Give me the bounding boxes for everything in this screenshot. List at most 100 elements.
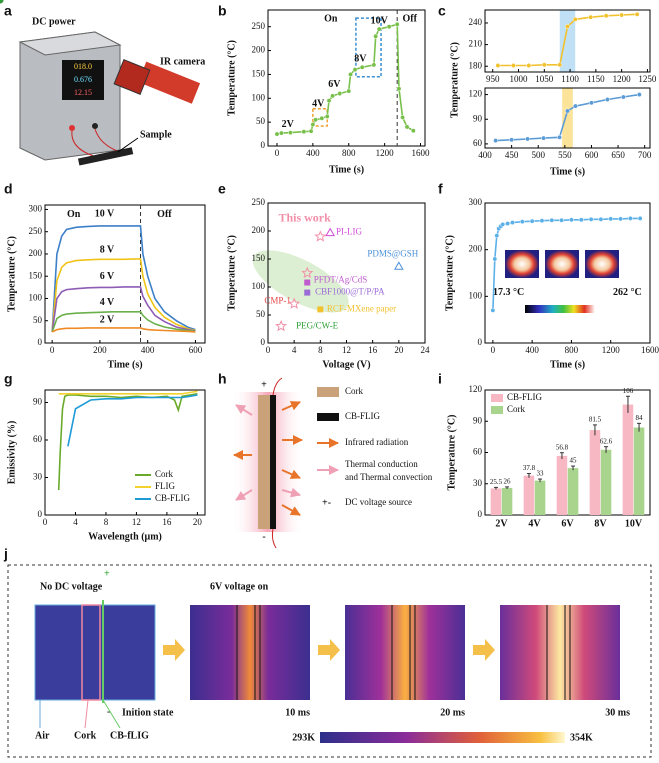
data-point — [288, 297, 301, 309]
bar — [567, 468, 579, 515]
ir-camera-lens — [113, 59, 151, 95]
zoom-box — [355, 17, 382, 78]
series-label: 6 V — [100, 271, 115, 282]
data-point — [410, 128, 416, 134]
x-tick-label: 1200 — [613, 74, 632, 84]
data-point — [0, 0, 4, 4]
x-axis-label: Time (s) — [550, 166, 585, 177]
annotation: Off — [157, 209, 172, 220]
y-tick-label: 60 — [473, 447, 483, 457]
x-tick-label: 1600 — [641, 345, 659, 355]
legend-swatch — [317, 387, 339, 397]
x-axis-label: Wavelength (μm) — [88, 531, 162, 542]
data-point — [588, 216, 594, 222]
data-point — [308, 128, 314, 134]
series-label: 4 V — [100, 297, 115, 308]
y-axis-label: Emissivity (%) — [6, 421, 17, 485]
thermal-image — [505, 250, 539, 278]
data-point — [274, 131, 280, 137]
legend-text: FLIG — [155, 481, 176, 491]
y-tick-label: 210 — [469, 39, 483, 49]
data-point — [394, 21, 400, 27]
data-point — [603, 13, 609, 19]
data-point — [494, 233, 500, 239]
thermal-image — [585, 250, 619, 278]
x-tick-label: 6V — [561, 518, 574, 529]
label: DC power — [32, 16, 76, 27]
data-point — [386, 24, 392, 30]
data-point — [589, 100, 594, 106]
data-point — [565, 24, 570, 30]
cork-outline — [81, 604, 101, 701]
conduction-arrows — [235, 404, 301, 501]
power-supply-top — [18, 31, 122, 56]
data-point — [557, 134, 562, 140]
value-label: 81.5 — [589, 416, 602, 424]
x-tick-label: 1100 — [561, 74, 579, 84]
data-line — [57, 393, 198, 491]
x-tick-label: 0 — [491, 345, 496, 355]
data-point — [371, 62, 377, 68]
panel-label: j — [3, 546, 8, 562]
y-tick-label: 0 — [38, 337, 43, 347]
value-label: 106 — [623, 387, 634, 395]
point-label: CBF1000@T/P/PA — [315, 287, 385, 297]
x-tick-label: 500 — [531, 150, 545, 160]
data-line — [51, 225, 196, 332]
minus: - — [107, 706, 110, 717]
y-tick-label: 200 — [252, 225, 266, 235]
data-line — [276, 23, 414, 135]
x-tick-label: 24 — [421, 345, 431, 355]
y-tick-label: 60 — [473, 138, 483, 148]
pointer — [84, 699, 89, 729]
panel-label: a — [4, 3, 12, 19]
data-point — [578, 217, 584, 223]
point-label: PI-LIG — [336, 227, 362, 237]
x-tick-label: 600 — [585, 150, 599, 160]
x-tick-label: 1200 — [376, 148, 395, 158]
x-tick-label: 1600 — [412, 148, 431, 158]
x-tick-label: 450 — [505, 150, 519, 160]
data-point — [275, 319, 288, 332]
colorbar — [320, 732, 565, 743]
point-label: PDMS@GSH — [367, 249, 418, 259]
diagram-h: + - Cork CB-FLIG Infrared radiation Ther… — [232, 377, 433, 549]
legend-text: DC voltage source — [345, 497, 412, 507]
legend-text: CB-FLIG — [345, 411, 381, 421]
terminal — [69, 125, 75, 131]
y-tick-label: 120 — [469, 384, 483, 394]
data-point — [620, 94, 626, 100]
data-point — [301, 266, 314, 279]
x-tick-label: 20 — [394, 345, 404, 355]
x-tick-label: 0 — [43, 517, 48, 527]
data-point — [608, 216, 614, 222]
panel-label: i — [438, 371, 442, 387]
data-point — [348, 71, 353, 77]
material: CB-fLIG — [110, 730, 149, 741]
plot-frame — [484, 87, 651, 149]
caption: 10 ms — [285, 707, 310, 718]
value-label: 26 — [504, 477, 512, 485]
x-tick-label: 10V — [625, 518, 643, 529]
x-tick-label: 4 — [73, 517, 78, 527]
data-point — [404, 124, 410, 130]
y-axis-label: Temperature (°C) — [444, 235, 455, 311]
x-axis-label: Voltage (V) — [322, 359, 370, 370]
x-tick-label: 0 — [275, 148, 280, 158]
terminal — [92, 123, 98, 129]
y-axis-label: Temperature (°C) — [226, 235, 237, 311]
data-point — [529, 218, 535, 224]
cbflig-layer — [270, 395, 276, 529]
point-label: CMP-1 — [264, 296, 291, 306]
data-point — [287, 130, 293, 136]
value-label: 56.8 — [556, 443, 569, 451]
x-axis-label: Time (s) — [329, 164, 364, 175]
annotation: 8V — [354, 53, 367, 64]
legend-symbol: +- — [322, 497, 331, 508]
y-tick-label: 0 — [261, 337, 266, 347]
x-tick-label: 1000 — [510, 74, 529, 84]
material: Cork — [74, 730, 97, 741]
x-tick-label: 12 — [342, 345, 351, 355]
x-axis-label: Time (s) — [550, 359, 585, 370]
y-tick-label: 90 — [473, 113, 483, 123]
